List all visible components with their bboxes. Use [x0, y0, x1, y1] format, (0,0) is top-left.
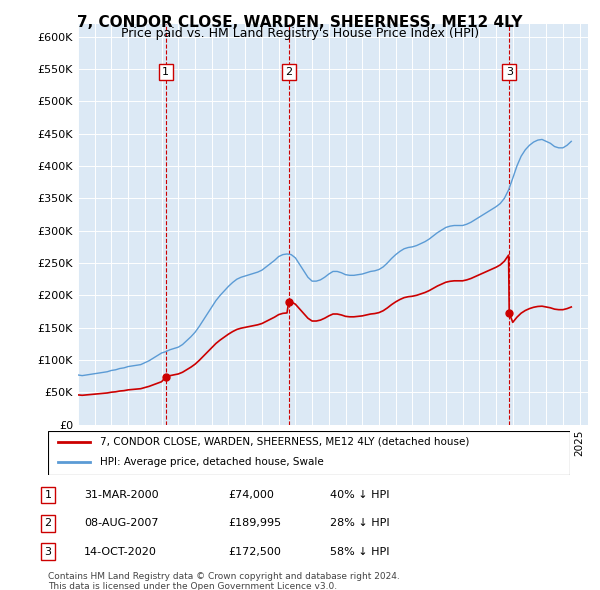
Text: 7, CONDOR CLOSE, WARDEN, SHEERNESS, ME12 4LY (detached house): 7, CONDOR CLOSE, WARDEN, SHEERNESS, ME12… [100, 437, 470, 447]
Text: 31-MAR-2000: 31-MAR-2000 [84, 490, 158, 500]
Text: £172,500: £172,500 [228, 547, 281, 556]
Text: 1: 1 [162, 67, 169, 77]
Text: 08-AUG-2007: 08-AUG-2007 [84, 519, 158, 528]
Text: HPI: Average price, detached house, Swale: HPI: Average price, detached house, Swal… [100, 457, 324, 467]
Text: 1: 1 [44, 490, 52, 500]
Text: 3: 3 [506, 67, 513, 77]
Text: Contains HM Land Registry data © Crown copyright and database right 2024.
This d: Contains HM Land Registry data © Crown c… [48, 572, 400, 590]
Text: 14-OCT-2020: 14-OCT-2020 [84, 547, 157, 556]
Text: £189,995: £189,995 [228, 519, 281, 528]
Text: 58% ↓ HPI: 58% ↓ HPI [330, 547, 389, 556]
Text: 2: 2 [285, 67, 292, 77]
FancyBboxPatch shape [48, 431, 570, 475]
Text: 28% ↓ HPI: 28% ↓ HPI [330, 519, 389, 528]
Text: 40% ↓ HPI: 40% ↓ HPI [330, 490, 389, 500]
Text: 3: 3 [44, 547, 52, 556]
Text: 2: 2 [44, 519, 52, 528]
Text: £74,000: £74,000 [228, 490, 274, 500]
Text: Price paid vs. HM Land Registry's House Price Index (HPI): Price paid vs. HM Land Registry's House … [121, 27, 479, 40]
Text: 7, CONDOR CLOSE, WARDEN, SHEERNESS, ME12 4LY: 7, CONDOR CLOSE, WARDEN, SHEERNESS, ME12… [77, 15, 523, 30]
